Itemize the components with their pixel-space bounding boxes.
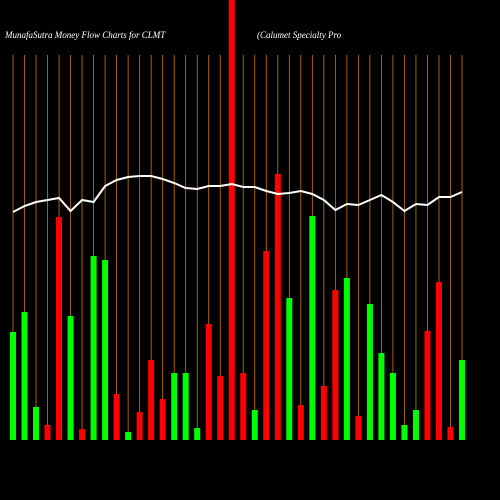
bar xyxy=(343,278,350,440)
chart-subtitle: (Calumet Specialty Pro xyxy=(257,30,342,40)
bar xyxy=(33,407,40,440)
bar xyxy=(67,316,74,440)
bar xyxy=(79,429,86,440)
bar xyxy=(102,260,109,440)
bar xyxy=(10,332,16,440)
bar xyxy=(251,410,258,440)
bar xyxy=(435,282,442,440)
bar xyxy=(136,412,143,440)
bar xyxy=(297,405,304,440)
bar xyxy=(56,217,63,440)
bar xyxy=(240,373,247,440)
bar xyxy=(309,216,316,440)
bar xyxy=(125,432,132,440)
bar xyxy=(447,427,454,440)
bar xyxy=(274,174,281,440)
bar xyxy=(217,376,224,440)
bar xyxy=(320,386,327,440)
bar xyxy=(44,425,51,440)
price-line xyxy=(12,175,463,213)
bar xyxy=(21,312,28,440)
bar xyxy=(263,251,270,440)
bar xyxy=(148,360,155,440)
bar xyxy=(401,425,408,440)
bar xyxy=(171,373,178,440)
bar xyxy=(459,360,465,440)
bar xyxy=(182,373,189,440)
bar xyxy=(205,324,212,440)
bar xyxy=(286,298,293,440)
bar xyxy=(424,331,431,440)
bar xyxy=(355,416,362,440)
bar xyxy=(412,410,419,440)
bar xyxy=(90,256,97,440)
bar xyxy=(389,373,396,440)
bar xyxy=(113,394,120,440)
bar xyxy=(366,304,373,440)
bar xyxy=(228,0,235,440)
bar xyxy=(378,353,385,440)
chart-title: MunafaSutra Money Flow Charts for CLMT xyxy=(4,30,166,40)
bar xyxy=(159,399,166,440)
bar xyxy=(332,290,339,440)
bar xyxy=(194,428,201,440)
